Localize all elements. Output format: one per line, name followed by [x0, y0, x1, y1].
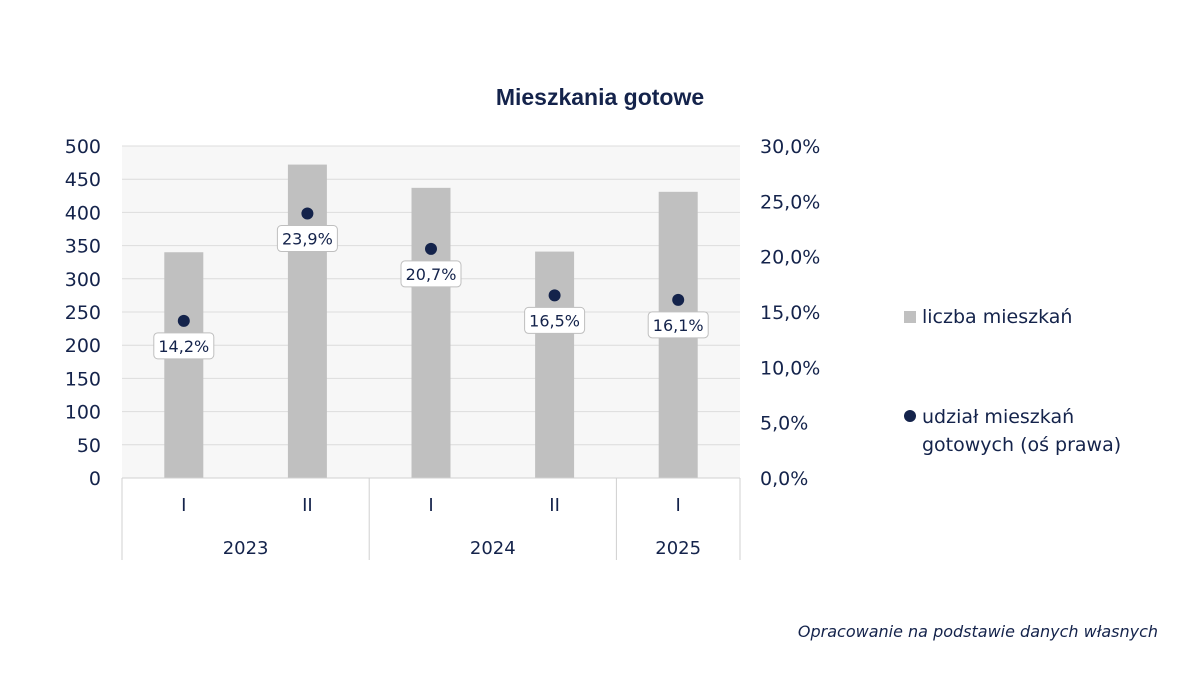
legend-label-points: gotowych (oś prawa) — [922, 434, 1121, 456]
y2-tick-label: 20,0% — [760, 247, 820, 269]
axes: 0 50 100 150 200 250 300 350 400 450 500 0,0% 5,0% 10… — [65, 136, 820, 560]
legend: liczba mieszkań udział mieszkań gotowych (… — [904, 306, 1121, 456]
share-point — [177, 314, 190, 327]
y2-tick-label: 0,0% — [760, 468, 808, 490]
y-tick-label: 350 — [65, 236, 101, 258]
x-category-label: I — [428, 495, 433, 516]
x-group-label: 2024 — [470, 538, 516, 559]
chart-title: Mieszkania gotowe — [496, 84, 704, 110]
y-tick-label: 150 — [65, 368, 101, 390]
x-group-label: 2023 — [223, 538, 269, 559]
data-label: 23,9% — [282, 230, 333, 249]
y-tick-label: 0 — [89, 468, 101, 490]
legend-marker-points — [904, 410, 916, 422]
x-group-label: 2025 — [655, 538, 701, 559]
y-tick-label: 100 — [65, 402, 101, 424]
legend-swatch-bars — [904, 311, 916, 323]
share-points — [177, 207, 685, 327]
y-tick-label: 50 — [77, 435, 101, 457]
bar — [411, 187, 451, 478]
share-point — [548, 289, 561, 302]
y2-tick-label: 5,0% — [760, 413, 808, 435]
bar — [164, 252, 204, 478]
data-label-box — [400, 260, 462, 288]
y-tick-label: 200 — [65, 335, 101, 357]
data-label: 16,5% — [529, 311, 580, 330]
y-tick-label: 450 — [65, 169, 101, 191]
data-label: 20,7% — [406, 265, 457, 284]
y2-tick-label: 25,0% — [760, 191, 820, 213]
y-tick-label: 300 — [65, 269, 101, 291]
data-label: 16,1% — [653, 316, 704, 335]
data-label-box — [524, 306, 586, 334]
x-category-label: I — [181, 495, 186, 516]
data-labels: 14,2% 23,9% 20,7% 16,5% 16,1% — [153, 225, 709, 360]
y-tick-label: 500 — [65, 136, 101, 158]
y-tick-label: 400 — [65, 202, 101, 224]
data-label: 14,2% — [158, 337, 209, 356]
data-label-box — [153, 332, 215, 360]
x-category-label: II — [302, 495, 313, 516]
share-point — [425, 242, 437, 255]
data-label-box — [276, 225, 338, 253]
bar — [535, 251, 575, 478]
legend-label-bars: liczba mieszkań — [922, 306, 1072, 328]
data-label-box — [647, 311, 709, 339]
share-point — [301, 207, 314, 220]
bars — [164, 164, 698, 479]
share-point — [672, 293, 685, 306]
y2-tick-label: 15,0% — [760, 302, 820, 324]
y-tick-label: 250 — [65, 302, 101, 324]
legend-label-points: udział mieszkań — [922, 406, 1074, 428]
source-note: Opracowanie na podstawie danych własnych — [798, 622, 1158, 641]
y2-tick-label: 30,0% — [760, 136, 820, 158]
x-category-label: I — [676, 495, 681, 516]
y2-tick-label: 10,0% — [760, 357, 820, 379]
x-category-label: II — [549, 495, 560, 516]
